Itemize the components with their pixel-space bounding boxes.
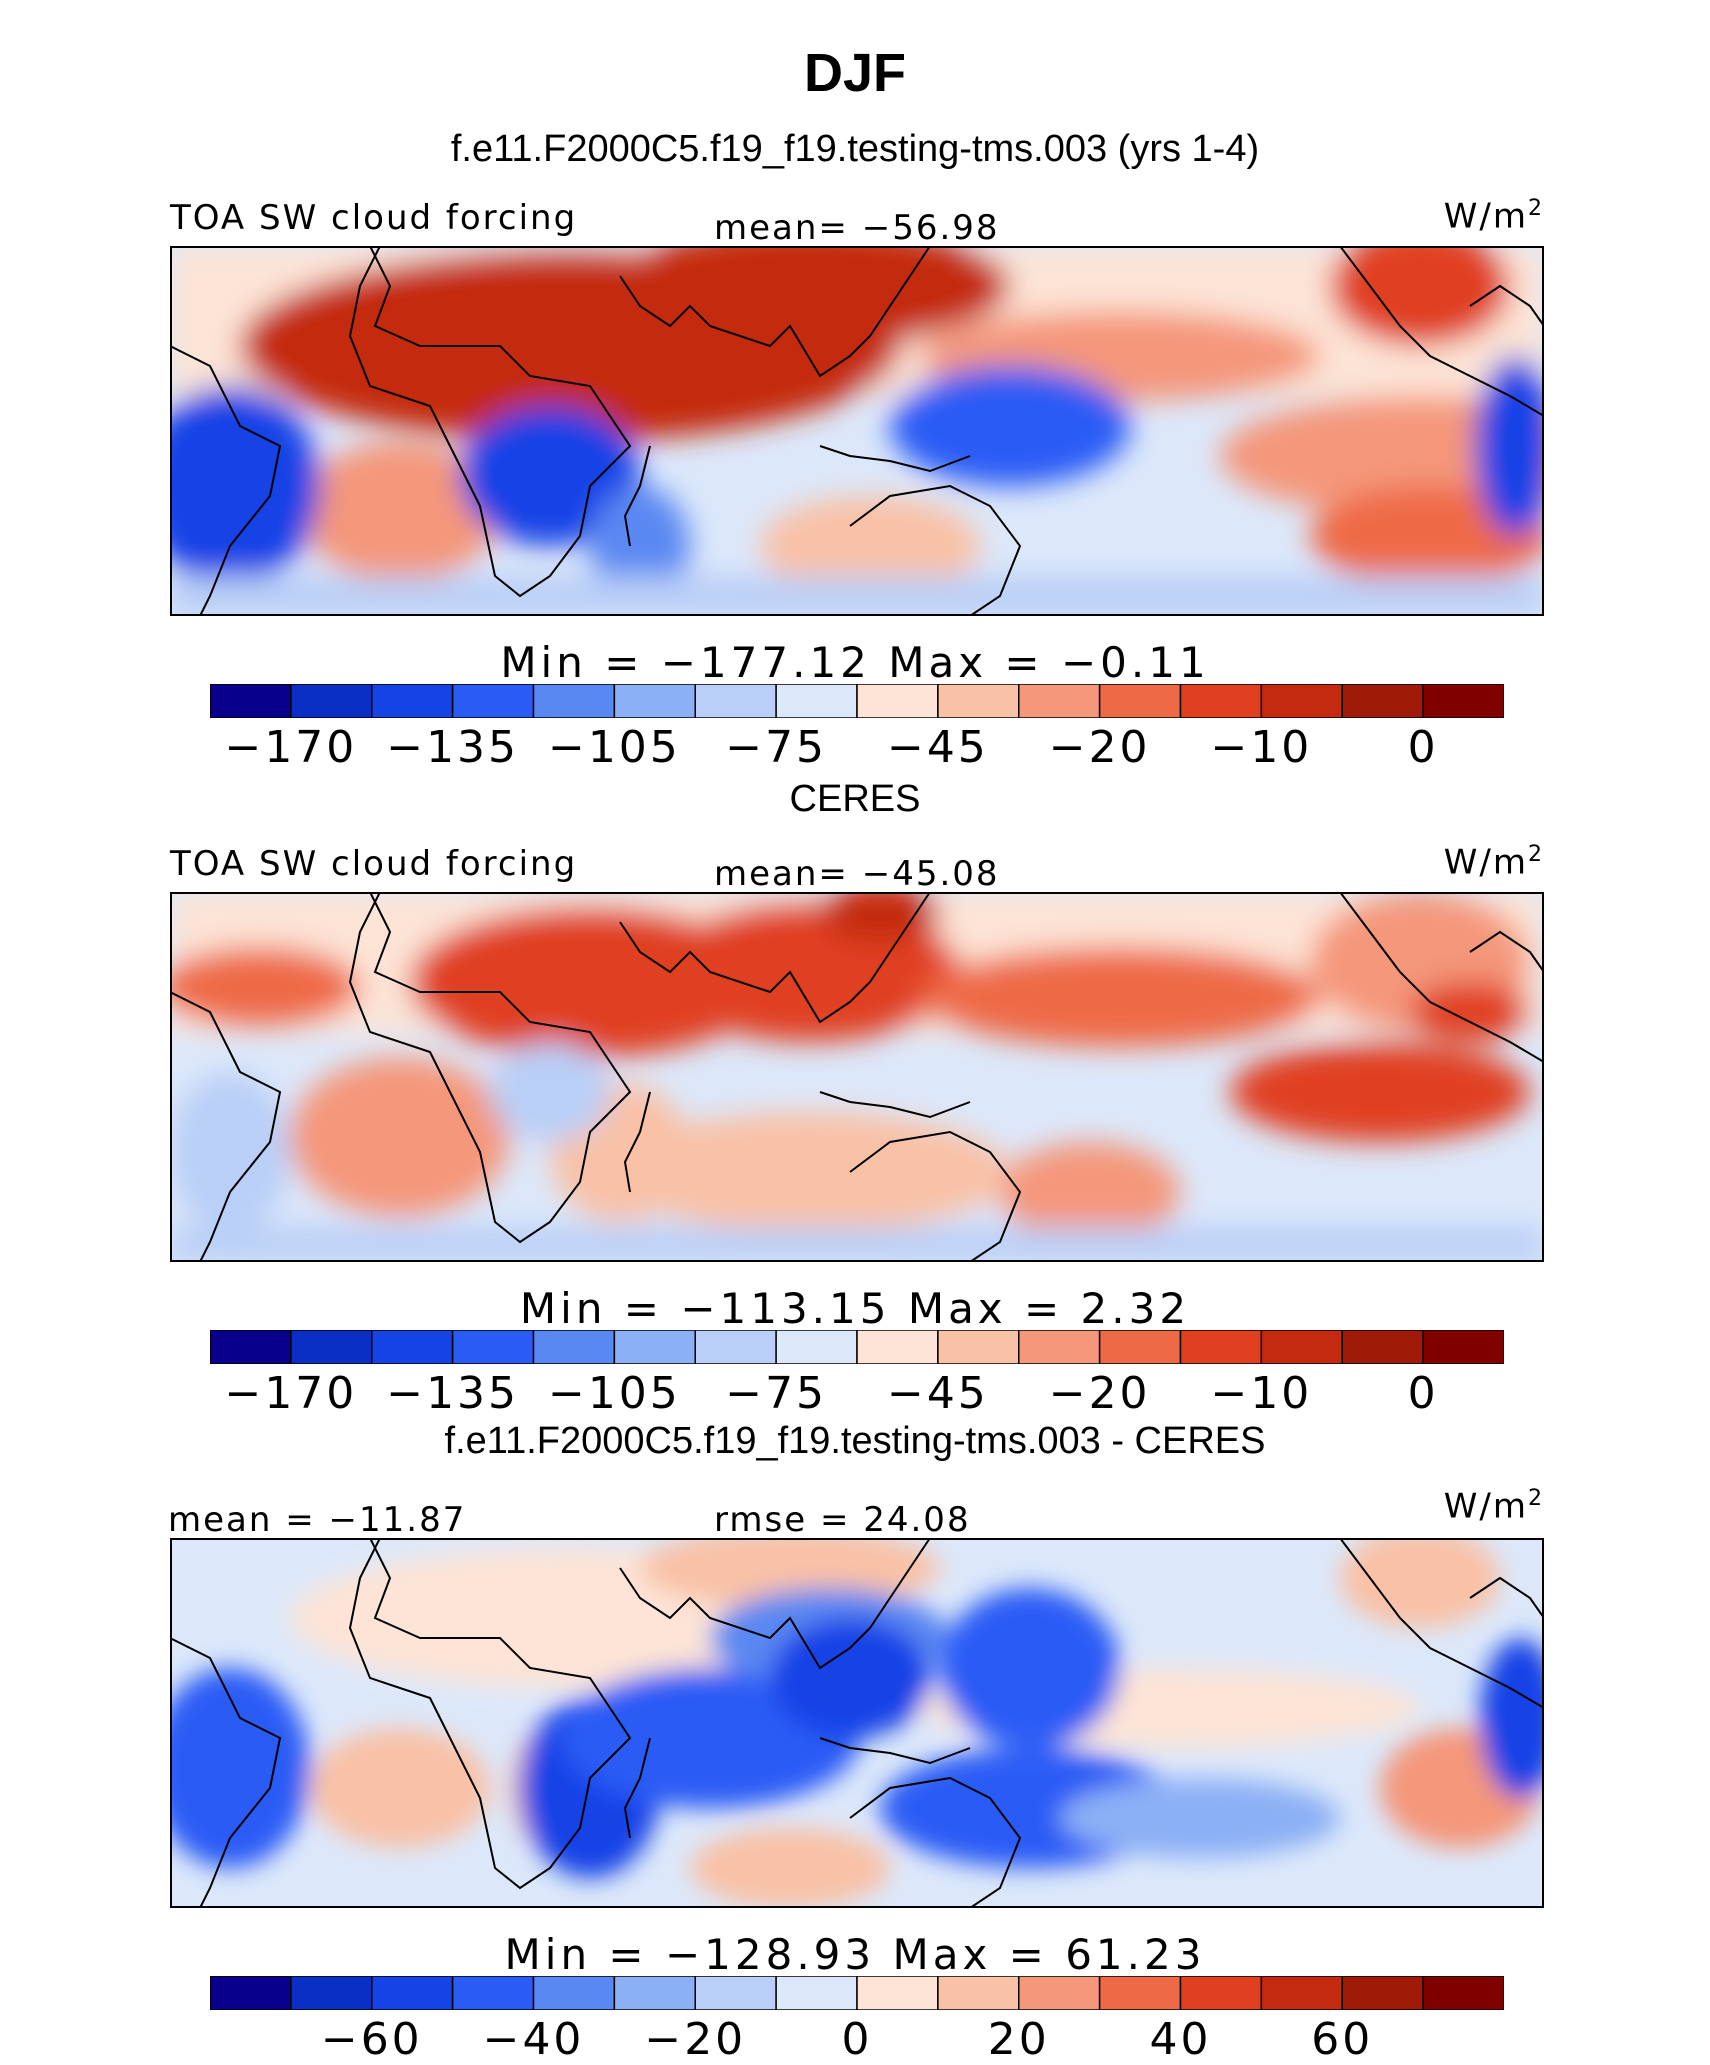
colorbar-tick-label: 0 <box>1407 722 1439 773</box>
colorbar-cell <box>937 684 1020 718</box>
panel3-map <box>170 1538 1544 1908</box>
panel2-mean-label: mean= −45.08 <box>714 854 1000 894</box>
panel2-map <box>170 892 1544 1262</box>
colorbar-cell <box>532 1976 616 2010</box>
colorbar-cell <box>1260 1976 1343 2010</box>
panel2-variable-label: TOA SW cloud forcing <box>170 844 578 884</box>
panel1-colorbar <box>210 684 1504 718</box>
colorbar-cell <box>371 684 454 718</box>
colorbar-cell <box>290 684 373 718</box>
panel3-rmse-label: rmse = 24.08 <box>714 1500 971 1540</box>
colorbar-tick-label: 40 <box>1149 2014 1212 2065</box>
panel1-map <box>170 246 1544 616</box>
colorbar-cell <box>1098 1330 1182 1364</box>
colorbar-tick-label: −135 <box>386 722 520 773</box>
colorbar-cell <box>1422 1976 1504 2010</box>
colorbar-tick-label: 0 <box>1407 1368 1439 1419</box>
colorbar-cell <box>1260 1330 1343 1364</box>
colorbar-cell <box>1422 1330 1504 1364</box>
colorbar-tick-label: 0 <box>841 2014 873 2065</box>
panel1-variable-label: TOA SW cloud forcing <box>170 198 578 238</box>
colorbar-tick-label: 60 <box>1311 2014 1374 2065</box>
colorbar-tick-label: −105 <box>547 1368 681 1419</box>
colorbar-tick-label: −135 <box>386 1368 520 1419</box>
colorbar-cell <box>856 684 939 718</box>
colorbar-tick-label: −45 <box>886 1368 989 1419</box>
colorbar-tick-label: −75 <box>725 722 828 773</box>
colorbar-tick-label: −10 <box>1210 1368 1313 1419</box>
colorbar-cell <box>613 1330 696 1364</box>
colorbar-tick-label: −170 <box>224 722 358 773</box>
colorbar-cell <box>1260 684 1343 718</box>
colorbar-cell <box>775 1330 858 1364</box>
colorbar-cell <box>613 1976 696 2010</box>
panel3-colorbar <box>210 1976 1504 2010</box>
colorbar-cell <box>1018 1330 1101 1364</box>
colorbar-tick-label: −10 <box>1210 722 1313 773</box>
colorbar-cell <box>532 684 616 718</box>
colorbar-cell <box>775 1976 858 2010</box>
colorbar-cell <box>1341 1976 1424 2010</box>
colorbar-cell <box>937 1330 1020 1364</box>
colorbar-cell <box>694 684 777 718</box>
panel3-units-label: W/m2 <box>1443 1486 1544 1527</box>
panel1-units-label: W/m2 <box>1443 196 1544 237</box>
panel2-stats: Min = −113.15 Max = 2.32 <box>519 1284 1191 1333</box>
colorbar-cell <box>694 1330 777 1364</box>
colorbar-tick-label: −75 <box>725 1368 828 1419</box>
colorbar-cell <box>694 1976 777 2010</box>
colorbar-cell <box>371 1330 454 1364</box>
colorbar-tick-label: −45 <box>886 722 989 773</box>
colorbar-cell <box>210 1330 292 1364</box>
colorbar-cell <box>451 1330 535 1364</box>
colorbar-cell <box>937 1976 1020 2010</box>
colorbar-cell <box>290 1330 373 1364</box>
colorbar-cell <box>1018 684 1101 718</box>
panel2-colorbar <box>210 1330 1504 1364</box>
colorbar-cell <box>290 1976 373 2010</box>
panel3-mean-label: mean = −11.87 <box>168 1500 467 1540</box>
colorbar-cell <box>1098 684 1182 718</box>
colorbar-cell <box>451 684 535 718</box>
colorbar-cell <box>451 1976 535 2010</box>
colorbar-cell <box>1422 684 1504 718</box>
colorbar-cell <box>532 1330 616 1364</box>
colorbar-cell <box>775 684 858 718</box>
colorbar-tick-label: 20 <box>987 2014 1050 2065</box>
colorbar-cell <box>1179 1330 1263 1364</box>
colorbar-tick-label: −60 <box>320 2014 423 2065</box>
colorbar-cell <box>1098 1976 1182 2010</box>
panel1-mean-label: mean= −56.98 <box>714 208 1000 248</box>
case-title: f.e11.F2000C5.f19_f19.testing-tms.003 (y… <box>450 128 1260 170</box>
colorbar-tick-label: −105 <box>547 722 681 773</box>
obs-title: CERES <box>789 778 921 820</box>
panel3-stats: Min = −128.93 Max = 61.23 <box>504 1930 1206 1979</box>
colorbar-cell <box>210 684 292 718</box>
colorbar-cell <box>856 1330 939 1364</box>
colorbar-cell <box>856 1976 939 2010</box>
diff-title: f.e11.F2000C5.f19_f19.testing-tms.003 - … <box>444 1420 1266 1462</box>
colorbar-tick-label: −20 <box>1048 722 1151 773</box>
colorbar-cell <box>1179 684 1263 718</box>
figure-title: DJF <box>803 43 906 103</box>
colorbar-cell <box>371 1976 454 2010</box>
colorbar-tick-label: −40 <box>482 2014 585 2065</box>
colorbar-cell <box>613 684 696 718</box>
colorbar-cell <box>1341 684 1424 718</box>
colorbar-tick-label: −170 <box>224 1368 358 1419</box>
colorbar-cell <box>1341 1330 1424 1364</box>
colorbar-tick-label: −20 <box>644 2014 747 2065</box>
colorbar-cell <box>210 1976 292 2010</box>
colorbar-cell <box>1179 1976 1263 2010</box>
colorbar-tick-label: −20 <box>1048 1368 1151 1419</box>
panel1-stats: Min = −177.12 Max = −0.11 <box>500 638 1210 687</box>
panel2-units-label: W/m2 <box>1443 842 1544 883</box>
colorbar-cell <box>1018 1976 1101 2010</box>
